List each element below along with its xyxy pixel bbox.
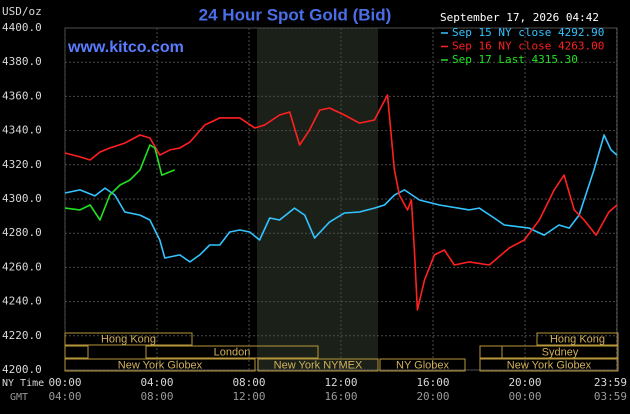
gmt-tick-label: 12:00	[232, 390, 265, 403]
timestamp: September 17, 2026 04:42	[440, 11, 599, 24]
y-tick-label: 4400.0	[2, 21, 42, 34]
price-line	[64, 144, 175, 221]
session-box	[501, 345, 619, 359]
session-label: New York Globex	[118, 359, 203, 371]
session-label: Sydney	[542, 346, 579, 358]
x-axis-label: NY Time	[2, 378, 44, 389]
session-label: New York Globex	[507, 359, 592, 371]
legend-label: Sep 17 Last 4315.30	[452, 53, 578, 66]
price-line	[64, 94, 618, 311]
gmt-tick-label: 08:00	[140, 390, 173, 403]
chart-title: 24 Hour Spot Gold (Bid)	[199, 5, 392, 24]
price-line	[64, 134, 618, 263]
session-box	[536, 332, 619, 346]
legend-label: Sep 15 NY close 4292.90	[452, 26, 604, 39]
y-tick-label: 4280.0	[2, 226, 42, 239]
session-label: Hong Kong	[101, 333, 156, 345]
session-box	[64, 345, 89, 359]
session-box	[145, 345, 319, 359]
y-tick-label: 4380.0	[2, 55, 42, 68]
gmt-tick-label: 00:00	[508, 390, 541, 403]
y-tick-label: 4240.0	[2, 295, 42, 308]
x-axis-label: GMT	[10, 392, 28, 403]
y-tick-label: 4200.0	[2, 363, 42, 376]
x-tick-label: 20:00	[508, 376, 541, 389]
x-tick-label: 16:00	[416, 376, 449, 389]
session-box	[64, 332, 193, 346]
y-tick-label: 4340.0	[2, 124, 42, 137]
x-tick-label: 00:00	[48, 376, 81, 389]
y-tick-label: 4300.0	[2, 192, 42, 205]
y-tick-label: 4260.0	[2, 260, 42, 273]
gmt-tick-label: 16:00	[324, 390, 357, 403]
session-label: NY Globex	[396, 359, 449, 371]
x-tick-label: 23:59	[594, 376, 627, 389]
y-tick-label: 4320.0	[2, 158, 42, 171]
y-tick-label: 4220.0	[2, 329, 42, 342]
legend-label: Sep 16 NY close 4263.00	[452, 40, 604, 53]
session-box	[257, 358, 379, 372]
watermark: www.kitco.com	[67, 39, 184, 56]
y-tick-label: 4360.0	[2, 89, 42, 102]
session-label: New York NYMEX	[274, 359, 363, 371]
x-tick-label: 04:00	[140, 376, 173, 389]
session-label: London	[214, 346, 251, 358]
session-box	[379, 358, 466, 372]
session-box	[64, 358, 256, 372]
x-tick-label: 12:00	[324, 376, 357, 389]
gmt-tick-label: 20:00	[416, 390, 449, 403]
x-tick-label: 08:00	[232, 376, 265, 389]
session-box	[479, 358, 619, 372]
session-label: Hong Kong	[550, 333, 605, 345]
gmt-tick-label: 04:00	[48, 390, 81, 403]
gmt-tick-label: 03:59	[594, 390, 627, 403]
y-axis-label: USD/oz	[2, 5, 42, 18]
